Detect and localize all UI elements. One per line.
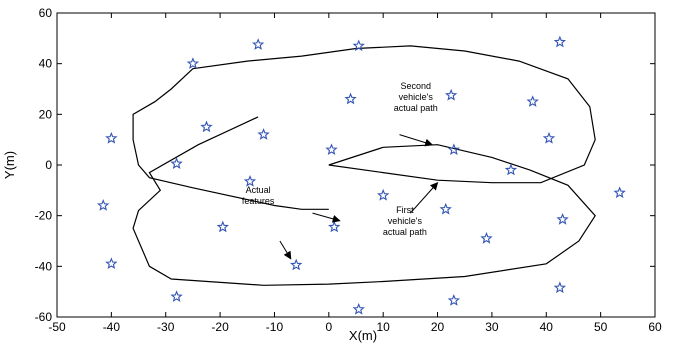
y-tick-label: -60	[35, 310, 53, 324]
annotation-line: features	[242, 196, 275, 206]
x-tick-label: -20	[211, 320, 229, 334]
x-tick-label: 20	[431, 320, 445, 334]
plot-marks	[97, 35, 626, 315]
y-axis-label: Y(m)	[2, 151, 17, 179]
annotation-line: actual path	[394, 103, 438, 113]
x-tick-label: -40	[103, 320, 121, 334]
annotation-line: Actual	[246, 185, 271, 195]
feature-star-point	[325, 143, 338, 156]
x-tick-label: 40	[540, 320, 554, 334]
y-tick-label: -40	[35, 259, 53, 273]
feature-star-point	[352, 39, 365, 52]
x-tick-label: -10	[266, 320, 284, 334]
annotation-line: actual path	[383, 227, 427, 237]
annotation-line: Second	[401, 81, 432, 91]
annotation-text: First vehicle's actual path	[383, 205, 427, 237]
feature-star-point	[216, 220, 229, 233]
feature-star-point	[480, 231, 493, 244]
feature-star-point	[170, 157, 183, 169]
annotation-line: vehicle's	[399, 92, 434, 102]
feature-star-point	[186, 57, 200, 69]
x-tick-label: 60	[648, 320, 662, 334]
feature-star-point	[444, 88, 458, 101]
feature-star-point	[105, 257, 118, 270]
feature-star-point	[613, 186, 626, 199]
feature-star-point	[200, 120, 213, 133]
feature-star-point	[447, 143, 461, 156]
x-tick-label: -50	[48, 320, 66, 334]
feature-star-point	[328, 220, 341, 233]
y-tick-label: 0	[45, 158, 52, 172]
feature-star-point	[251, 38, 265, 50]
x-axis-label: X(m)	[349, 328, 377, 343]
annotation-line: First	[396, 205, 414, 215]
annotation-arrow	[399, 134, 434, 147]
y-tick-label: -20	[35, 209, 53, 223]
x-tick-label: 30	[485, 320, 499, 334]
feature-star-point	[170, 290, 183, 302]
y-tick-label: 20	[39, 107, 53, 121]
x-tick-label: -30	[157, 320, 175, 334]
y-tick-label: 40	[39, 57, 53, 71]
annotation-arrow	[279, 240, 292, 260]
annotation-arrow	[409, 181, 439, 214]
x-tick-label: 50	[594, 320, 608, 334]
feature-star-point	[553, 281, 567, 294]
x-tick-label: 0	[325, 320, 332, 334]
feature-star-point	[447, 294, 461, 306]
plot-axes: -50 -40 -30 -20 -10 0 10 20 30 40 50 60 -60 -40 -20 0 20…	[35, 6, 662, 334]
annotation-text: Second vehicle's actual path	[394, 81, 438, 113]
x-tick-label: 10	[377, 320, 391, 334]
feature-star-point	[257, 128, 270, 140]
feature-star-point	[243, 174, 257, 187]
feature-star-point	[105, 131, 118, 144]
annotation-arrow	[312, 212, 341, 223]
annotation-line: vehicle's	[388, 216, 423, 226]
feature-star-point	[290, 258, 303, 271]
annotation-text: Actual features	[242, 185, 275, 206]
feature-star-point	[377, 188, 390, 201]
feature-star-point	[439, 202, 452, 215]
feature-star-point	[352, 302, 365, 315]
feature-star-point	[553, 35, 567, 48]
feature-star-point	[556, 212, 569, 225]
feature-star-point	[542, 131, 556, 144]
vehicle-path-line	[132, 45, 596, 286]
feature-star-point	[344, 92, 357, 105]
feature-star-point	[97, 199, 110, 211]
feature-star-point	[526, 95, 539, 107]
y-tick-label: 60	[39, 6, 53, 20]
plot-frame	[56, 12, 656, 318]
feature-star-point	[504, 163, 518, 176]
